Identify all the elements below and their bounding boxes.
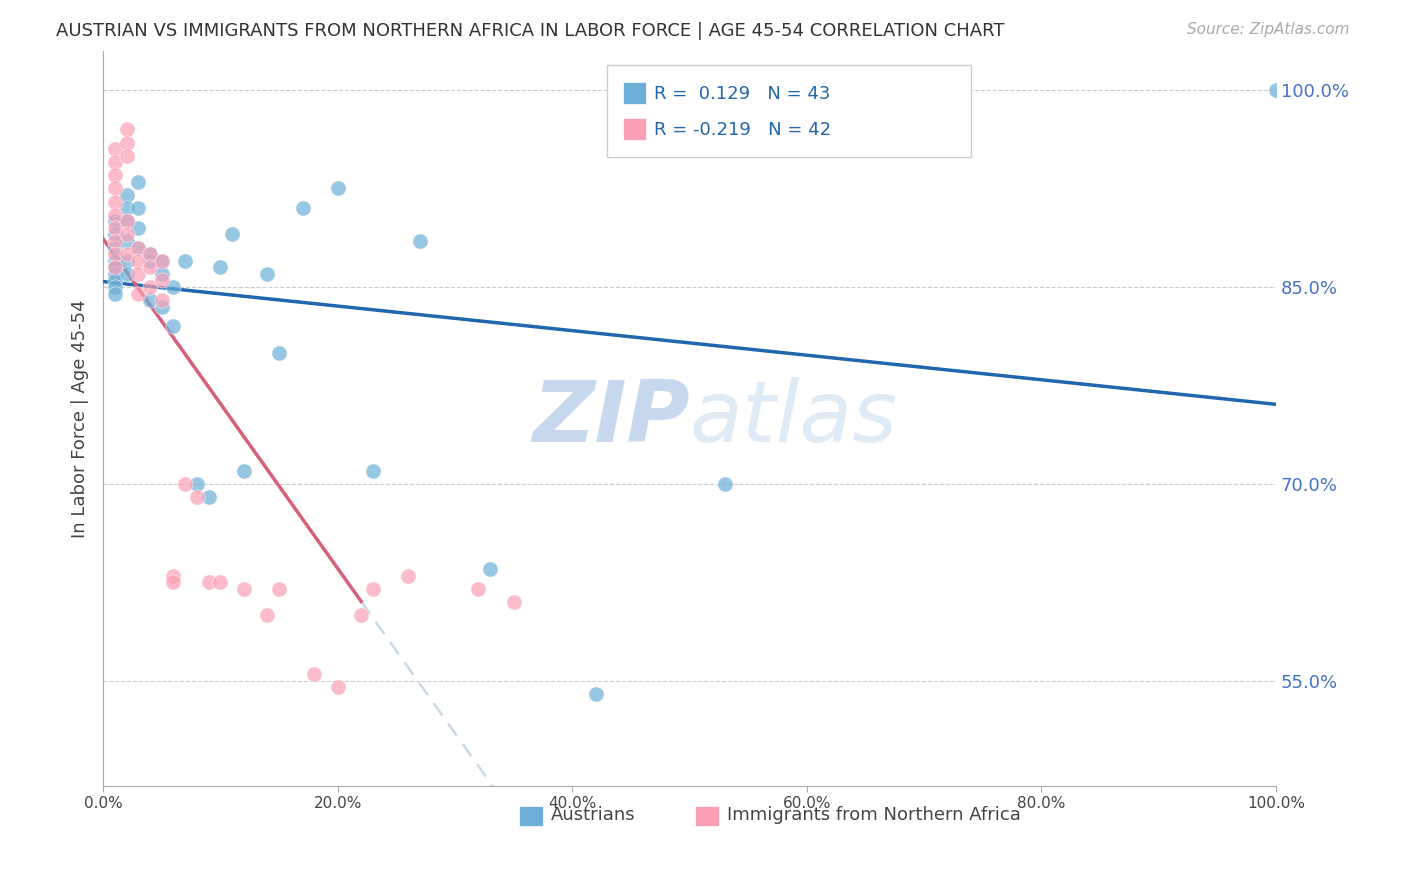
Point — [479, 562, 502, 576]
Point — [221, 227, 243, 242]
Text: Austrians: Austrians — [551, 805, 636, 823]
Text: R =  0.129   N = 43: R = 0.129 N = 43 — [654, 86, 831, 103]
Point — [326, 680, 349, 694]
Point — [162, 575, 184, 590]
Text: atlas: atlas — [689, 376, 897, 459]
Point — [174, 253, 197, 268]
Point — [1265, 83, 1288, 97]
Point — [104, 260, 127, 275]
Point — [585, 687, 607, 701]
Point — [232, 582, 254, 596]
Text: Source: ZipAtlas.com: Source: ZipAtlas.com — [1187, 22, 1350, 37]
Point — [104, 273, 127, 287]
Point — [162, 568, 184, 582]
Point — [115, 201, 138, 215]
Point — [150, 300, 173, 314]
Point — [104, 260, 127, 275]
Point — [115, 227, 138, 242]
Bar — [623, 119, 647, 140]
Point — [256, 267, 278, 281]
Point — [104, 208, 127, 222]
Point — [115, 234, 138, 248]
Point — [139, 253, 162, 268]
Point — [104, 253, 127, 268]
Point — [127, 286, 149, 301]
Point — [115, 188, 138, 202]
Point — [104, 214, 127, 228]
Point — [104, 169, 127, 183]
Point — [150, 253, 173, 268]
Point — [104, 234, 127, 248]
Point — [197, 575, 219, 590]
Point — [713, 476, 735, 491]
Point — [127, 241, 149, 255]
Text: Immigrants from Northern Africa: Immigrants from Northern Africa — [727, 805, 1021, 823]
Point — [232, 464, 254, 478]
Point — [115, 122, 138, 136]
Point — [267, 345, 290, 359]
Point — [467, 582, 489, 596]
Point — [127, 201, 149, 215]
Point — [104, 227, 127, 242]
Point — [186, 490, 208, 504]
Point — [127, 267, 149, 281]
Point — [409, 234, 432, 248]
Point — [104, 286, 127, 301]
Point — [127, 175, 149, 189]
Point — [150, 267, 173, 281]
Bar — [623, 82, 647, 104]
Point — [115, 136, 138, 150]
Point — [115, 214, 138, 228]
Point — [115, 267, 138, 281]
Bar — [519, 805, 543, 826]
Point — [115, 253, 138, 268]
Point — [174, 476, 197, 491]
Point — [127, 253, 149, 268]
Point — [139, 293, 162, 307]
Point — [127, 220, 149, 235]
Point — [104, 155, 127, 169]
Point — [502, 595, 524, 609]
Point — [104, 267, 127, 281]
Point — [139, 247, 162, 261]
Point — [162, 280, 184, 294]
Point — [256, 608, 278, 623]
Point — [104, 280, 127, 294]
Point — [150, 273, 173, 287]
Bar — [696, 805, 718, 826]
Y-axis label: In Labor Force | Age 45-54: In Labor Force | Age 45-54 — [72, 299, 89, 538]
Point — [361, 582, 384, 596]
Point — [104, 181, 127, 195]
Point — [150, 293, 173, 307]
Point — [104, 142, 127, 156]
Point — [267, 582, 290, 596]
Point — [104, 241, 127, 255]
Point — [291, 201, 314, 215]
Point — [209, 260, 232, 275]
Point — [396, 568, 419, 582]
FancyBboxPatch shape — [607, 65, 972, 157]
Point — [186, 476, 208, 491]
Point — [104, 194, 127, 209]
Point — [127, 241, 149, 255]
Point — [361, 464, 384, 478]
Point — [162, 319, 184, 334]
Point — [350, 608, 373, 623]
Text: ZIP: ZIP — [531, 376, 689, 459]
Point — [115, 247, 138, 261]
Point — [209, 575, 232, 590]
Point — [139, 260, 162, 275]
Point — [197, 490, 219, 504]
Point — [326, 181, 349, 195]
Point — [104, 247, 127, 261]
Point — [302, 667, 325, 681]
Point — [139, 247, 162, 261]
Text: R = -0.219   N = 42: R = -0.219 N = 42 — [654, 120, 831, 138]
Point — [104, 220, 127, 235]
Text: AUSTRIAN VS IMMIGRANTS FROM NORTHERN AFRICA IN LABOR FORCE | AGE 45-54 CORRELATI: AUSTRIAN VS IMMIGRANTS FROM NORTHERN AFR… — [56, 22, 1005, 40]
Point — [139, 280, 162, 294]
Point — [115, 149, 138, 163]
Point — [150, 253, 173, 268]
Point — [115, 214, 138, 228]
